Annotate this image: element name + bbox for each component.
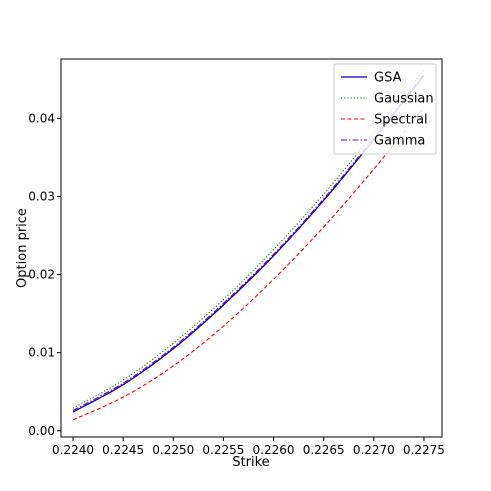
series-line-spectral xyxy=(72,107,425,421)
legend-label: Gamma xyxy=(374,134,425,149)
x-axis-title: Strike xyxy=(232,455,269,470)
y-tick-label: 0.01 xyxy=(28,346,55,360)
legend-box xyxy=(333,63,437,155)
y-tick-label: 0.02 xyxy=(28,268,55,282)
x-tick-label: 0.2260 xyxy=(253,443,295,457)
y-axis-title: Option price xyxy=(15,208,30,288)
legend: GSA Gaussian Spectral Gamma xyxy=(333,63,437,155)
y-axis: 0.00 0.01 0.02 0.03 0.04 xyxy=(28,111,61,438)
x-tick-label: 0.2245 xyxy=(102,443,144,457)
x-tick-label: 0.2255 xyxy=(202,443,244,457)
x-tick-label: 0.2240 xyxy=(52,443,94,457)
x-tick-label: 0.2275 xyxy=(403,443,445,457)
x-tick-label: 0.2270 xyxy=(353,443,395,457)
x-axis: 0.2240 0.2245 0.2250 0.2255 0.2260 0.2265 0.22… xyxy=(52,437,445,457)
x-tick-label: 0.2250 xyxy=(152,443,194,457)
x-tick-label: 0.2265 xyxy=(303,443,345,457)
y-tick-label: 0.03 xyxy=(28,189,55,203)
y-tick-label: 0.00 xyxy=(28,424,55,438)
series-line-gamma xyxy=(72,73,425,411)
y-tick-label: 0.04 xyxy=(28,111,55,125)
axes-frame xyxy=(60,58,443,438)
legend-label: Spectral xyxy=(374,113,428,128)
legend-label: Gaussian xyxy=(374,92,434,107)
legend-label: GSA xyxy=(374,71,402,86)
